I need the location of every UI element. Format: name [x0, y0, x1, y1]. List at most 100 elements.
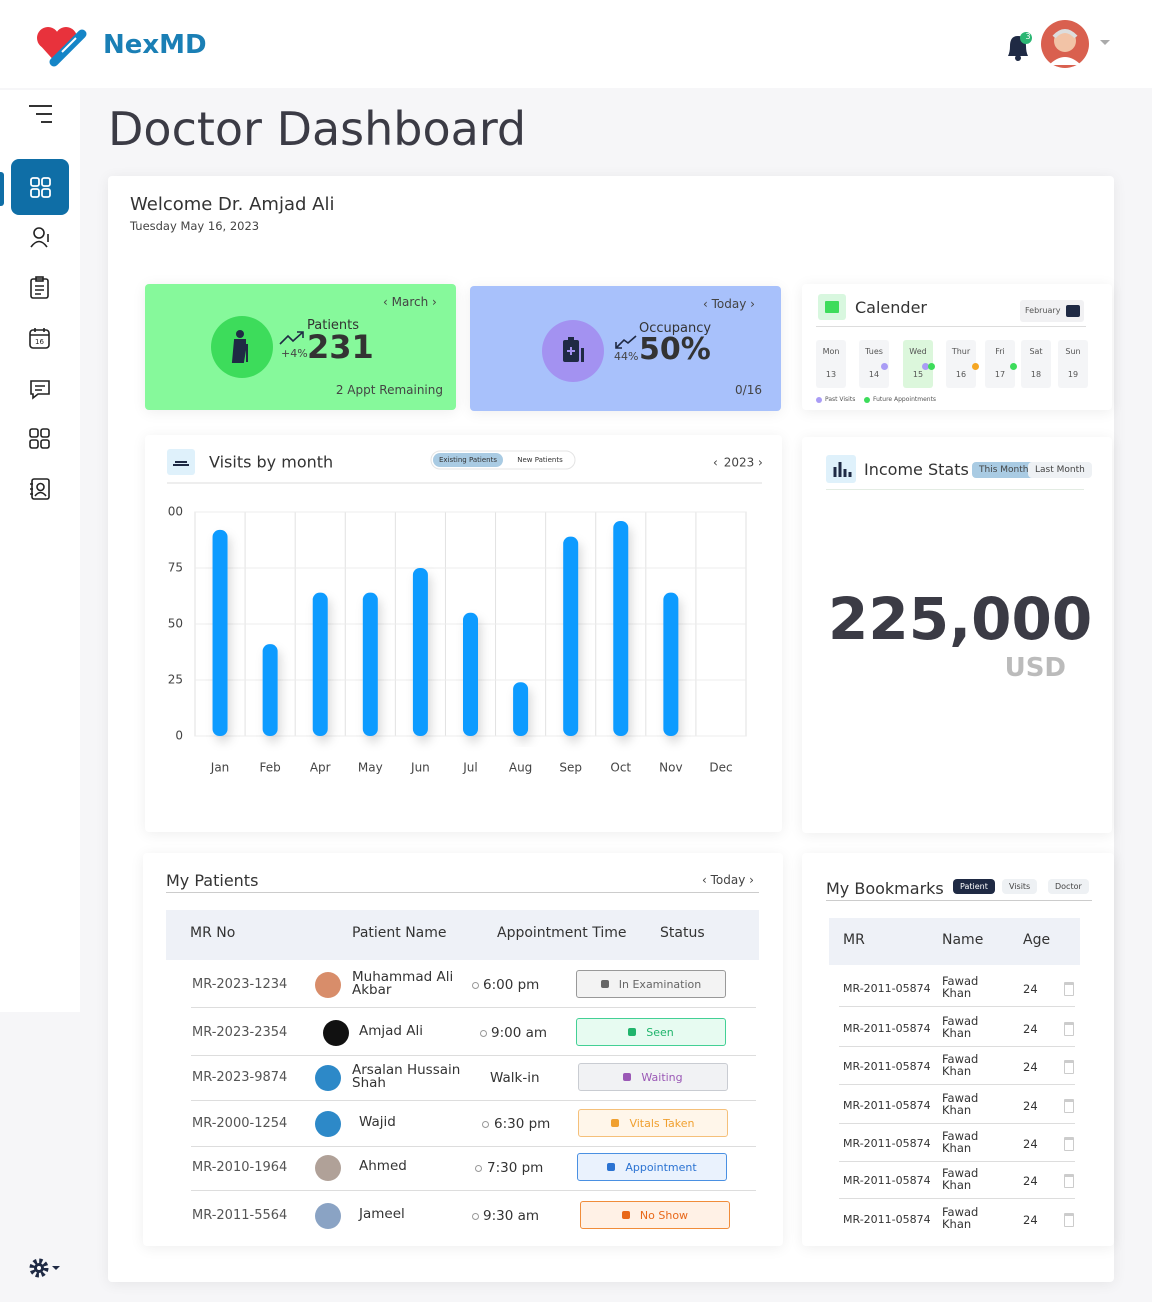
patients-period[interactable]: ‹ March ›: [383, 295, 437, 309]
occupancy-label: Occupancy: [639, 321, 712, 336]
status-text: Seen: [646, 1025, 674, 1039]
mr-number: MR-2011-05874: [843, 1022, 931, 1035]
row-divider: [839, 1198, 1075, 1199]
column-header: Name: [942, 932, 984, 948]
sidebar: 16: [0, 90, 80, 1012]
delete-icon[interactable]: [1064, 1213, 1074, 1227]
tab[interactable]: Visits: [1002, 879, 1038, 894]
bar: [513, 682, 529, 736]
calendar-icon: [818, 294, 846, 320]
delete-icon[interactable]: [1064, 1137, 1074, 1151]
mr-number: MR-2011-05874: [843, 1213, 931, 1226]
status-badge: Appointment: [577, 1153, 727, 1181]
calendar-day[interactable]: Sun 19: [1058, 340, 1088, 388]
occupancy-period[interactable]: ‹ Today ›: [703, 297, 755, 311]
status-text: No Show: [639, 1208, 689, 1222]
nav-dashboard[interactable]: [11, 159, 69, 215]
trend-down-icon: [615, 335, 637, 349]
delete-icon[interactable]: [1064, 1099, 1074, 1113]
tab[interactable]: This Month: [972, 462, 1036, 478]
settings-button[interactable]: [28, 1256, 68, 1280]
arrow: ›: [745, 873, 754, 887]
nav-messages[interactable]: [29, 378, 51, 400]
row-divider: [191, 1190, 756, 1191]
day-name: Tues: [865, 347, 883, 356]
delete-icon[interactable]: [1064, 1174, 1074, 1188]
year-prev[interactable]: ‹: [713, 456, 718, 470]
clock-icon: [472, 982, 479, 989]
tab[interactable]: Last Month: [1028, 462, 1092, 478]
delete-icon[interactable]: [1064, 1060, 1074, 1074]
legend-dot: [864, 397, 870, 403]
arrow: ›: [428, 295, 437, 309]
nav-calendar[interactable]: 16: [29, 327, 51, 349]
occupancy-change: 44%: [614, 350, 639, 363]
calendar-day[interactable]: Sat 18: [1021, 340, 1051, 388]
patient-name: Fawad Khan: [942, 1166, 979, 1192]
tab[interactable]: Existing Patients: [439, 456, 497, 464]
appointment-time: Walk-in: [490, 1070, 540, 1086]
menu-toggle[interactable]: [28, 104, 54, 124]
status-badge: Seen: [576, 1018, 726, 1046]
mr-number: MR-2011-05874: [843, 1137, 931, 1150]
year-next[interactable]: ›: [758, 456, 763, 470]
day-date: 15: [912, 370, 924, 379]
delete-icon[interactable]: [1064, 982, 1074, 996]
legend-label: Past Visits: [825, 396, 856, 403]
status-icon: [611, 1119, 620, 1127]
patients-value: 231: [307, 328, 374, 366]
table-period[interactable]: ‹ Today ›: [702, 873, 754, 887]
calendar-day[interactable]: Mon 13: [816, 340, 846, 388]
appointment-time: 6:00 pm: [483, 977, 540, 993]
patients-label: Patients: [307, 318, 360, 333]
patient-name: Amjad Ali: [359, 1023, 424, 1039]
tab[interactable]: Patient: [953, 879, 995, 894]
arrow: ‹: [703, 297, 712, 311]
period: Today: [711, 297, 747, 311]
mr-number: MR-2011-5564: [192, 1208, 288, 1223]
user-avatar[interactable]: [1040, 19, 1090, 69]
x-tick-label: Jun: [410, 761, 430, 775]
nav-apps[interactable]: [29, 428, 51, 450]
welcome-greeting: Welcome Dr. Amjad Ali: [130, 194, 335, 215]
patient-avatar: [315, 1111, 341, 1137]
status-icon: [621, 1211, 630, 1219]
event-dot: [922, 363, 929, 370]
x-tick-label: Dec: [709, 761, 732, 775]
income-icon: [826, 455, 856, 483]
patients-icon: [211, 316, 273, 378]
patient-age: 24: [1023, 1174, 1038, 1188]
row-divider: [191, 1007, 756, 1008]
month: February: [1025, 306, 1061, 315]
nav-contacts[interactable]: [29, 478, 51, 500]
appointment-time: 9:30 am: [483, 1208, 540, 1224]
day-date: 16: [955, 370, 967, 379]
nav-records[interactable]: [29, 276, 51, 300]
patient-age: 24: [1023, 1137, 1038, 1151]
tab[interactable]: New Patients: [517, 456, 563, 464]
calendar-day[interactable]: Tues 14: [859, 340, 889, 388]
month-selector[interactable]: February: [1020, 300, 1084, 322]
delete-icon[interactable]: [1064, 1022, 1074, 1036]
table-title: My Patients: [166, 871, 259, 890]
patients-footer: 2 Appt Remaining: [335, 383, 443, 397]
row-divider: [191, 1100, 756, 1101]
x-tick-label: Feb: [260, 761, 281, 775]
legend-label: Future Appointments: [873, 396, 937, 403]
x-tick-label: Sep: [559, 761, 582, 775]
x-tick-label: May: [358, 761, 383, 775]
mr-number: MR-2000-1254: [192, 1116, 288, 1131]
tab[interactable]: Doctor: [1048, 879, 1089, 894]
notification-bell[interactable]: [1004, 30, 1034, 62]
status-text: Waiting: [641, 1070, 683, 1084]
occupancy-icon: [542, 320, 604, 382]
nav-doctors[interactable]: [29, 226, 51, 248]
user-menu-caret[interactable]: [1099, 39, 1111, 47]
welcome-date: Tuesday May 16, 2023: [130, 219, 260, 233]
calendar-title: Calender: [855, 298, 927, 317]
income-card: Income Stats This Month Last Month 225,0…: [802, 437, 1112, 833]
event-dot: [972, 363, 979, 370]
event-dot: [928, 363, 935, 370]
calendar-day[interactable]: Thur 16: [946, 340, 976, 388]
